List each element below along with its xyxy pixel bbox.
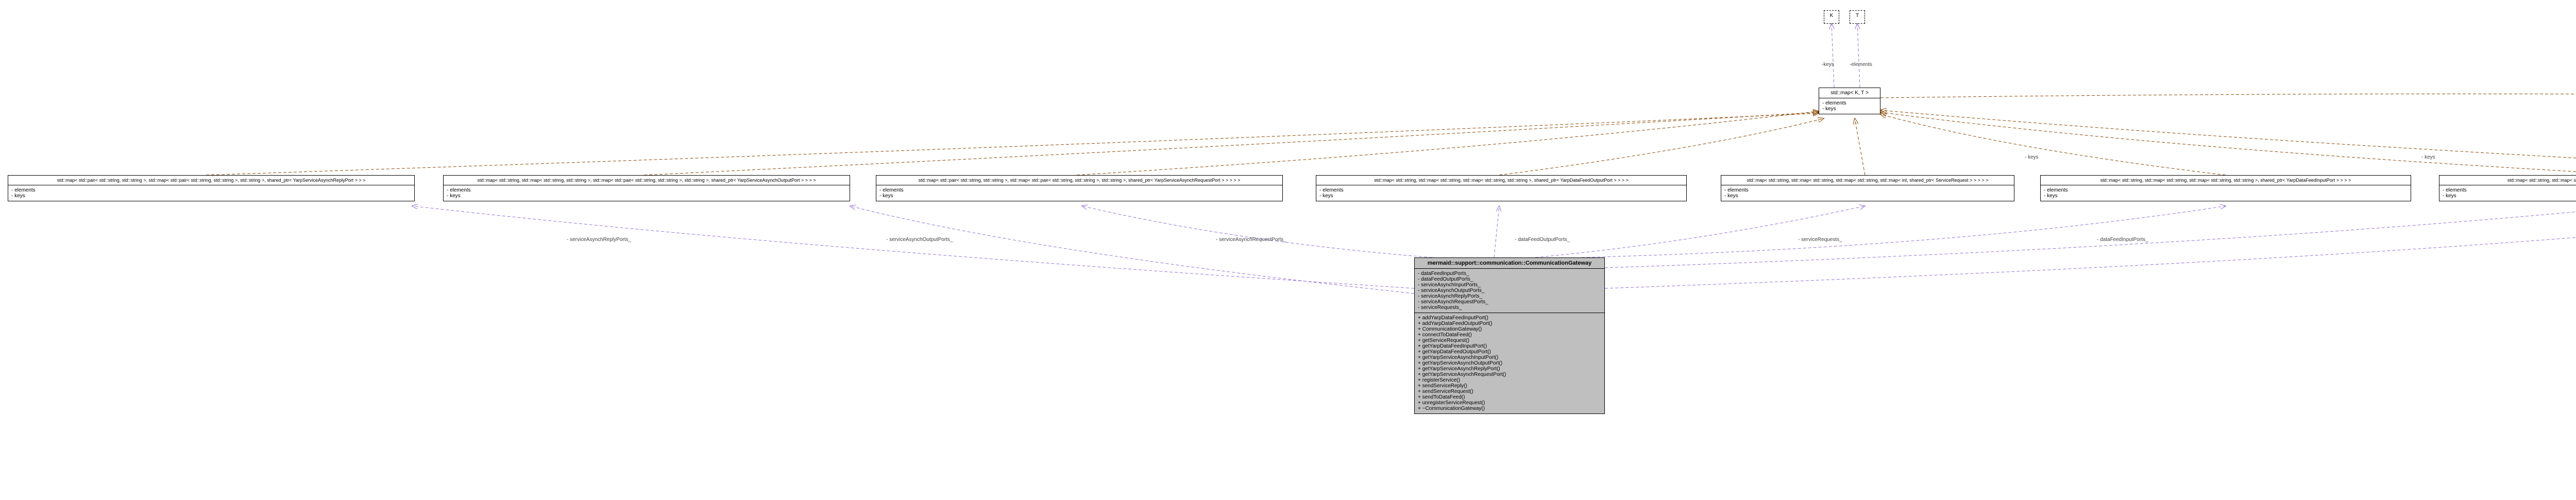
map1-m0: - elements xyxy=(11,187,411,193)
map5-members: - elements - keys xyxy=(1721,185,2014,201)
box-map3: std::map< std::pair< std::string, std::s… xyxy=(876,175,1283,201)
go2: + CommunicationGateway() xyxy=(1418,326,1601,332)
t-title: T xyxy=(1850,11,1865,21)
map5-m1: - keys xyxy=(1724,193,2011,199)
ga1: - dataFeedOutputPorts_ xyxy=(1418,277,1601,282)
label-l2: - serviceAsynchRequestPorts_ xyxy=(1216,237,1286,243)
map7-m1: - keys xyxy=(2443,193,2576,199)
go7: + getYarpServiceAsynchInputPort() xyxy=(1418,355,1601,360)
map4-members: - elements - keys xyxy=(1316,185,1686,201)
go13: + sendServiceRequest() xyxy=(1418,389,1601,394)
go4: + getServiceRequest() xyxy=(1418,338,1601,343)
map7-m0: - elements xyxy=(2443,187,2576,193)
label-l5: - dataFeedInputPorts_ xyxy=(2097,237,2148,243)
ga2: - serviceAsynchInputPorts_ xyxy=(1418,282,1601,288)
map1-title: std::map< std::pair< std::string, std::s… xyxy=(8,176,414,185)
box-map5: std::map< std::string, std::map< std::st… xyxy=(1721,175,2014,201)
keys-label-1: - keys xyxy=(2025,154,2039,160)
std-map-title: std::map< K, T > xyxy=(1819,88,1880,98)
map5-m0: - elements xyxy=(1724,187,2011,193)
map1-m1: - keys xyxy=(11,193,411,199)
std-map-members: - elements - keys xyxy=(1819,98,1880,114)
box-gateway: mermaid::support::communication::Communi… xyxy=(1414,257,1605,414)
label-l3: - dataFeedOutputPorts_ xyxy=(1515,237,1570,243)
go12: + sendServiceReply() xyxy=(1418,383,1601,389)
go5: + getYarpDataFeedInputPort() xyxy=(1418,343,1601,349)
keys-label-2: - keys xyxy=(2421,154,2435,160)
label-l1: - serviceAsynchOutputPorts_ xyxy=(886,237,953,243)
go8: + getYarpServiceAsynchOutputPort() xyxy=(1418,360,1601,366)
map3-title: std::map< std::pair< std::string, std::s… xyxy=(876,176,1282,185)
diagram-edges xyxy=(0,0,2576,500)
go3: + connectToDataFeed() xyxy=(1418,332,1601,338)
map3-members: - elements - keys xyxy=(876,185,1282,201)
go15: + unregisterServiceRequest() xyxy=(1418,400,1601,406)
map2-title: std::map< std::string, std::map< std::st… xyxy=(444,176,850,185)
ga5: - serviceAsynchRequestPorts_ xyxy=(1418,299,1601,305)
map3-m1: - keys xyxy=(879,193,1279,199)
k-title: K xyxy=(1824,11,1839,21)
std-map-m1: - keys xyxy=(1822,106,1877,112)
box-map6: std::map< std::string, std::map< std::st… xyxy=(2040,175,2411,201)
ga4: - serviceAsynchReplyPorts_ xyxy=(1418,294,1601,299)
map4-title: std::map< std::string, std::map< std::st… xyxy=(1316,176,1686,185)
box-t: T xyxy=(1850,10,1865,24)
map7-title: std::map< std::string, std::map< std::st… xyxy=(2439,176,2576,185)
go9: + getYarpServiceAsynchReplyPort() xyxy=(1418,366,1601,372)
map4-m1: - keys xyxy=(1319,193,1683,199)
map5-title: std::map< std::string, std::map< std::st… xyxy=(1721,176,2014,185)
map3-m0: - elements xyxy=(879,187,1279,193)
box-std-map: std::map< K, T > - elements - keys xyxy=(1819,88,1880,114)
box-map4: std::map< std::string, std::map< std::st… xyxy=(1316,175,1687,201)
gateway-attrs: - dataFeedInputPorts_ - dataFeedOutputPo… xyxy=(1415,269,1604,313)
std-map-m0: - elements xyxy=(1822,100,1877,106)
map6-m1: - keys xyxy=(2044,193,2408,199)
go14: + sendToDataFeed() xyxy=(1418,394,1601,400)
go6: + getYarpDataFeedOutputPort() xyxy=(1418,349,1601,355)
go11: + registerService() xyxy=(1418,377,1601,383)
go10: + getYarpServiceAsynchRequestPort() xyxy=(1418,372,1601,377)
map2-m1: - keys xyxy=(447,193,846,199)
map1-members: - elements - keys xyxy=(8,185,414,201)
box-map7: std::map< std::string, std::map< std::st… xyxy=(2439,175,2576,201)
label-l0: - serviceAsynchReplyPorts_ xyxy=(567,237,631,243)
gateway-title: mermaid::support::communication::Communi… xyxy=(1415,258,1604,269)
box-map2: std::map< std::string, std::map< std::st… xyxy=(443,175,850,201)
map2-members: - elements - keys xyxy=(444,185,850,201)
box-k: K xyxy=(1824,10,1839,24)
map2-m0: - elements xyxy=(447,187,846,193)
go1: + addYarpDataFeedOutputPort() xyxy=(1418,321,1601,326)
gateway-ops: + addYarpDataFeedInputPort() + addYarpDa… xyxy=(1415,313,1604,413)
map6-m0: - elements xyxy=(2044,187,2408,193)
ga0: - dataFeedInputPorts_ xyxy=(1418,271,1601,277)
map4-m0: - elements xyxy=(1319,187,1683,193)
map7-members: - elements - keys xyxy=(2439,185,2576,201)
keys-label-top: -keys xyxy=(1822,62,1834,67)
box-map1: std::map< std::pair< std::string, std::s… xyxy=(8,175,415,201)
go16: + ~CommunicationGateway() xyxy=(1418,406,1601,411)
go0: + addYarpDataFeedInputPort() xyxy=(1418,315,1601,321)
ga3: - serviceAsynchOutputPorts_ xyxy=(1418,288,1601,294)
elements-label-top: -elements xyxy=(1850,62,1872,67)
ga6: - serviceRequests_ xyxy=(1418,305,1601,311)
map6-members: - elements - keys xyxy=(2041,185,2411,201)
map6-title: std::map< std::string, std::map< std::st… xyxy=(2041,176,2411,185)
label-l4: - serviceRequests_ xyxy=(1798,237,1842,243)
